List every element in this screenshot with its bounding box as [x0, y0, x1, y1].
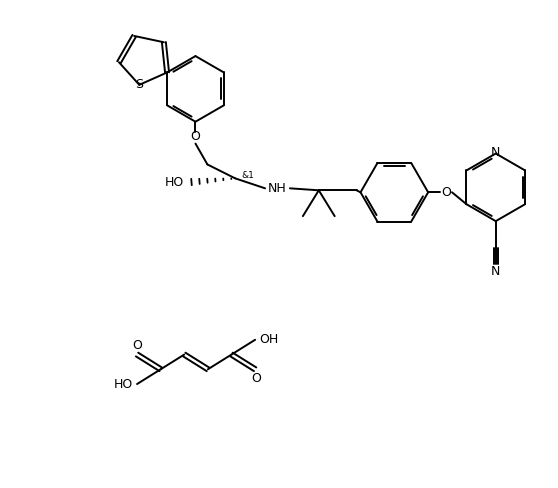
Text: &1: &1 — [241, 171, 254, 180]
Text: N: N — [491, 146, 501, 159]
Text: O: O — [190, 130, 200, 143]
Text: O: O — [441, 186, 451, 199]
Text: NH: NH — [268, 182, 286, 195]
Text: N: N — [491, 265, 501, 278]
Text: HO: HO — [113, 378, 133, 390]
Text: HO: HO — [165, 176, 184, 189]
Text: O: O — [132, 339, 142, 352]
Text: S: S — [135, 79, 143, 91]
Text: O: O — [251, 372, 261, 385]
Text: OH: OH — [259, 333, 278, 346]
